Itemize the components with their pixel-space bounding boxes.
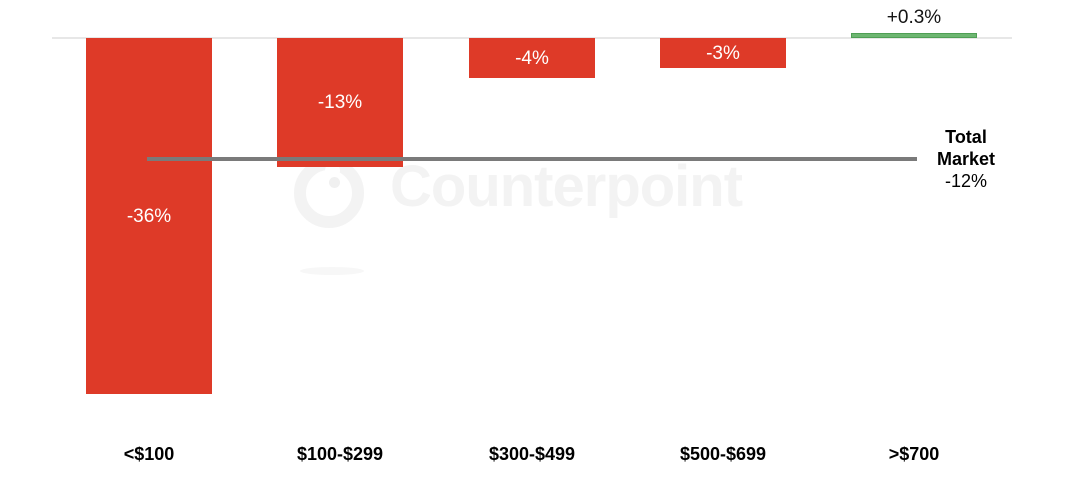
bar-100-299: -13% [277,38,403,167]
bar-under-100: -36% [86,38,212,394]
total-market-value: -12% [944,171,988,191]
watermark-text: Counterpoint [390,154,743,219]
total-market-title: Total Market [936,127,996,169]
bar-300-499: -4% [469,38,595,78]
x-axis-label-300-499: $300-$499 [488,444,576,464]
counterpoint-logo-dot [329,177,340,188]
bar-500-699: -3% [660,38,786,68]
bar-value-label: -3% [706,42,740,64]
total-market-line [147,157,917,161]
bar-value-label: -13% [317,92,363,113]
bar-value-label: -36% [126,205,172,227]
bar-over-700: +0.3% [851,8,977,38]
x-axis-label-100-299: $100-$299 [296,444,384,464]
counterpoint-logo-shadow [300,267,364,275]
x-axis-label-500-699: $500-$699 [679,444,767,464]
bar-value-label: +0.3% [886,7,942,28]
x-axis-label-over-700: >$700 [888,444,940,464]
x-axis-label-under-100: <$100 [123,444,175,464]
total-market-label: Total Market -12% [922,126,1010,192]
bar-value-label: -4% [515,47,549,69]
